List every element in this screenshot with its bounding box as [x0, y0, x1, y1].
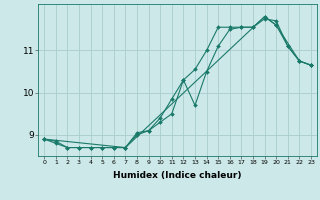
X-axis label: Humidex (Indice chaleur): Humidex (Indice chaleur) [113, 171, 242, 180]
